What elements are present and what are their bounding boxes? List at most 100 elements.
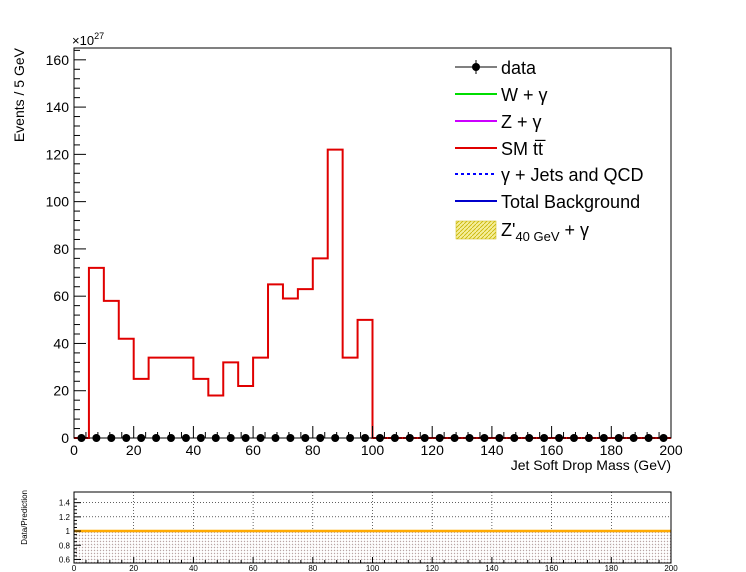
legend-entry-gamma-jets-qcd: γ + Jets and QCD <box>455 165 644 185</box>
data-point <box>555 434 564 442</box>
ratio-x-tick-label: 20 <box>129 564 138 572</box>
legend-label-zprime-suffix: + γ <box>560 220 590 240</box>
data-point <box>450 434 459 442</box>
legend-label-total-background: Total Background <box>501 192 640 212</box>
y-axis-multiplier-exp: 27 <box>94 31 104 41</box>
data-point <box>316 434 325 442</box>
x-tick-label: 160 <box>540 442 564 458</box>
data-point <box>405 434 414 442</box>
legend-entry-zprime: Z'40 GeV + γ <box>455 220 589 244</box>
legend-label-z-gamma: Z + γ <box>501 112 542 132</box>
data-point <box>137 434 146 442</box>
legend-label-zprime-sub: 40 GeV <box>515 229 559 244</box>
main-y-axis-label: Events / 5 GeV <box>11 47 27 142</box>
data-point <box>226 434 235 442</box>
y-tick-label: 140 <box>46 99 70 115</box>
data-point <box>241 434 250 442</box>
ratio-y-axis-label: Data/Prediction <box>20 490 29 545</box>
data-point <box>122 434 131 442</box>
x-tick-label: 0 <box>70 442 78 458</box>
legend-label-sm-ttbar: SM tt̅ <box>501 139 546 159</box>
ratio-x-tick-label: 60 <box>249 564 258 572</box>
y-tick-label: 100 <box>46 194 70 210</box>
ratio-y-tick-label: 1.4 <box>59 499 71 508</box>
legend-entry-data: data <box>455 58 537 78</box>
data-point <box>510 434 519 442</box>
data-point <box>495 434 504 442</box>
data-marker-icon <box>472 63 480 71</box>
ratio-x-tick-label: 0 <box>72 564 77 572</box>
ratio-panel: 0 20 40 60 80 100 120 140 160 180 200 0.6 0.8 1 1.2 1.… <box>20 490 678 572</box>
x-tick-label: 80 <box>305 442 321 458</box>
legend-entry-total-background: Total Background <box>455 192 640 212</box>
data-point <box>211 434 220 442</box>
data-point <box>584 434 593 442</box>
data-point <box>644 434 653 442</box>
main-y-axis: 0 20 40 60 80 100 120 140 160 <box>46 49 86 446</box>
y-tick-label: 0 <box>61 430 69 446</box>
ratio-y-tick-label: 1.2 <box>59 513 71 522</box>
ratio-x-axis: 0 20 40 60 80 100 120 140 160 180 200 <box>72 557 678 572</box>
main-panel: 0 20 40 60 80 100 120 140 160 180 200 0 20 40 60 80 100… <box>11 31 683 473</box>
ratio-x-tick-label: 140 <box>485 564 499 572</box>
ratio-y-tick-label: 0.6 <box>59 555 71 564</box>
x-tick-label: 60 <box>245 442 261 458</box>
legend: data W + γ Z + γ SM tt̅ γ + Jets and QCD… <box>455 58 644 244</box>
data-point <box>152 434 161 442</box>
y-tick-label: 120 <box>46 146 70 162</box>
legend-entry-sm-ttbar: SM tt̅ <box>455 139 546 159</box>
legend-label-w-gamma: W + γ <box>501 85 548 105</box>
ratio-y-axis: 0.6 0.8 1 1.2 1.4 <box>59 498 81 564</box>
data-point <box>346 434 355 442</box>
ratio-y-tick-label: 0.8 <box>59 541 71 550</box>
data-point <box>331 434 340 442</box>
ratio-x-tick-label: 160 <box>545 564 559 572</box>
ratio-y-tick-label: 1 <box>66 527 71 536</box>
legend-swatch-zprime <box>455 220 497 240</box>
y-tick-label: 40 <box>53 335 69 351</box>
data-point <box>525 434 534 442</box>
data-point <box>167 434 176 442</box>
data-point <box>301 434 310 442</box>
x-tick-label: 140 <box>480 442 504 458</box>
ratio-x-tick-label: 180 <box>605 564 619 572</box>
data-point <box>614 434 623 442</box>
ratio-x-tick-label: 120 <box>426 564 440 572</box>
main-x-axis: 0 20 40 60 80 100 120 140 160 180 200 <box>70 426 683 458</box>
data-point <box>361 434 370 442</box>
data-point <box>599 434 608 442</box>
y-axis-multiplier: ×1027 <box>72 31 104 48</box>
legend-entry-z-gamma: Z + γ <box>455 112 542 132</box>
data-point <box>256 434 265 442</box>
x-tick-label: 180 <box>600 442 624 458</box>
y-tick-label: 80 <box>53 241 69 257</box>
legend-entry-w-gamma: W + γ <box>455 85 548 105</box>
x-tick-label: 100 <box>361 442 385 458</box>
data-point <box>196 434 205 442</box>
ratio-x-tick-label: 80 <box>308 564 317 572</box>
data-point <box>286 434 295 442</box>
y-tick-label: 20 <box>53 383 69 399</box>
data-point <box>435 434 444 442</box>
data-point <box>390 434 399 442</box>
data-point <box>465 434 474 442</box>
data-point <box>659 434 668 442</box>
legend-label-zprime: Z'40 GeV + γ <box>501 220 589 244</box>
data-point <box>92 434 101 442</box>
x-tick-label: 20 <box>126 442 142 458</box>
data-point <box>375 434 384 442</box>
y-tick-label: 160 <box>46 52 70 68</box>
ratio-x-tick-label: 100 <box>366 564 380 572</box>
x-tick-label: 40 <box>186 442 202 458</box>
ratio-x-tick-label: 40 <box>189 564 198 572</box>
legend-label-gamma-jets-qcd: γ + Jets and QCD <box>501 165 644 185</box>
data-point <box>540 434 549 442</box>
y-tick-label: 60 <box>53 288 69 304</box>
ratio-x-tick-label: 200 <box>664 564 678 572</box>
data-point <box>107 434 116 442</box>
data-point <box>181 434 190 442</box>
legend-label-data: data <box>501 58 537 78</box>
x-tick-label: 120 <box>421 442 445 458</box>
data-point <box>480 434 489 442</box>
data-point <box>271 434 280 442</box>
